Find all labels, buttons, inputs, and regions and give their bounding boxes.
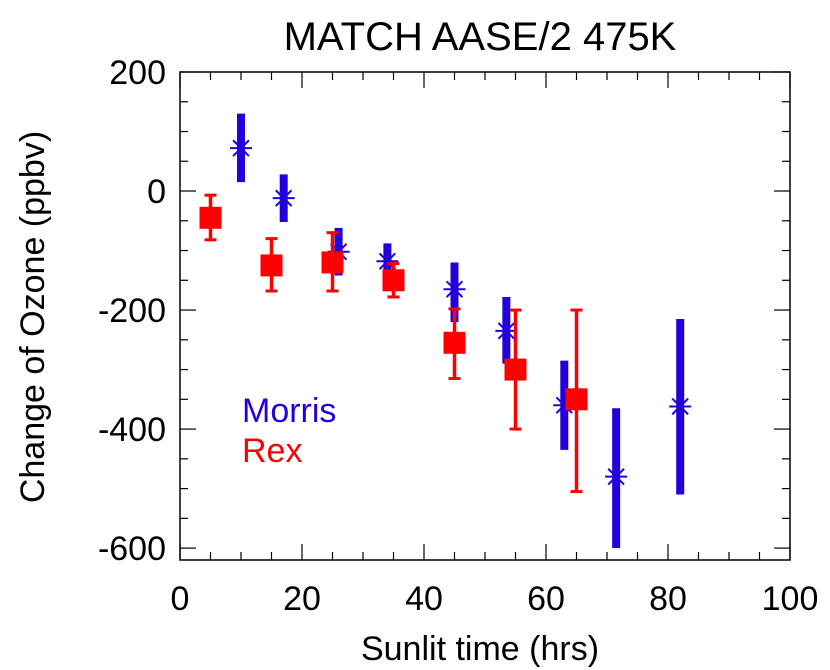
data-point [565,388,588,411]
y-tick-label: 0 [147,173,166,211]
data-point [230,137,252,160]
data-point [382,269,405,292]
y-axis: 200 0 -200 -400 -600 [98,54,790,568]
x-tick-label: 40 [405,580,443,618]
x-tick-label: 60 [527,580,565,618]
asterisk-stroke [445,280,464,298]
x-tick-label: 20 [283,580,321,618]
y-axis-label: Change of Ozone (ppbv) [14,131,52,503]
data-point [443,278,466,301]
y-tick-label: 200 [109,54,166,92]
data-point [321,251,344,274]
x-tick-label: 100 [762,580,819,618]
data-point [443,331,466,354]
asterisk-stroke [275,189,293,207]
asterisk-stroke [232,139,250,157]
x-tick-label: 0 [171,580,190,618]
data-point [260,254,283,277]
y-tick-label: -600 [98,530,166,568]
plot-frame [179,71,791,561]
data-point [504,358,527,381]
legend-rex: Rex [242,432,302,470]
y-tick-label: -200 [98,292,166,330]
data-point [272,187,295,210]
plot-border [179,71,791,561]
asterisk-stroke [378,252,397,270]
data-point [605,465,628,488]
asterisk-stroke [497,322,515,340]
legend-morris: Morris [242,392,336,430]
x-axis: 0 20 40 60 80 100 [171,72,819,618]
series-morris [230,113,692,549]
series-rex [199,193,588,494]
data-point [669,395,692,418]
series-layer [199,113,692,549]
asterisk-stroke [671,397,689,416]
data-point [495,319,518,342]
y-tick-label: -400 [98,411,166,449]
asterisk-stroke [607,468,625,486]
x-axis-label: Sunlit time (hrs) [361,630,599,668]
x-tick-label: 80 [649,580,687,618]
chart-title: MATCH AASE/2 475K [284,15,677,59]
data-point [199,206,222,229]
